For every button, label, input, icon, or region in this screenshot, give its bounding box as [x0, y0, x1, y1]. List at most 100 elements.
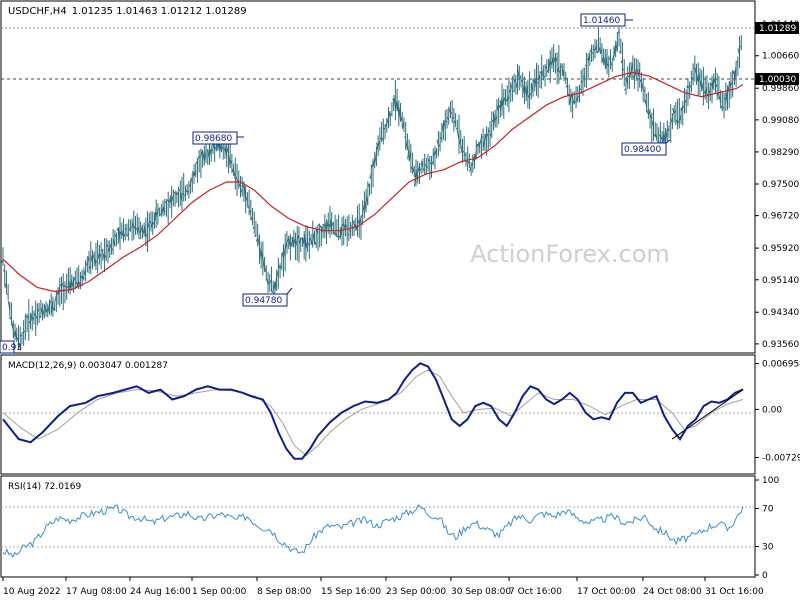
price-bar-tick [464, 153, 467, 157]
price-bar-tick [560, 65, 563, 68]
price-bar-tick [503, 96, 506, 102]
price-bar-tick [211, 149, 214, 152]
x-tick-label: 17 Aug 08:00 [66, 587, 127, 597]
price-bar-tick [445, 120, 448, 123]
price-bar-tick [384, 122, 388, 128]
price-bar-tick [241, 184, 245, 189]
price-bar-tick [494, 116, 498, 121]
svg-text:0.93: 0.93 [2, 343, 22, 353]
rsi-title: RSI(14) 72.0169 [8, 482, 81, 492]
price-bar-tick [44, 305, 47, 314]
price-bar-tick [500, 96, 503, 110]
price-bar-tick [310, 239, 314, 246]
macd-y-axis: 0.006954 0.00 -0.007294 [755, 360, 800, 463]
price-bar-tick [462, 150, 465, 153]
price-bar-tick [187, 190, 190, 193]
price-bar-tick [192, 171, 195, 177]
price-bar-tick [395, 99, 398, 110]
price-bar-tick [365, 195, 369, 205]
price-bar-tick [324, 222, 328, 234]
price-bar-tick [390, 113, 393, 116]
price-bar-tick [537, 74, 541, 81]
price-bar-tick [377, 140, 381, 147]
price-bar-tick [723, 97, 727, 100]
price-bar-tick [663, 131, 667, 143]
price-bar-tick [331, 222, 334, 227]
macd-title: MACD(12,26,9) 0.003047 0.001287 [8, 361, 168, 371]
price-bar-tick [128, 228, 131, 232]
price-bar-tick [555, 57, 558, 63]
price-bar-tick [243, 184, 247, 200]
price-bar-tick [188, 184, 191, 187]
price-bar-tick [236, 179, 240, 182]
price-bar-tick [260, 250, 264, 261]
price-bar-tick [722, 106, 725, 109]
price-bar-tick [315, 229, 319, 234]
price-bar-tick [233, 170, 236, 180]
price-tick-label: 0.93560 [762, 340, 799, 350]
price-bar-tick [274, 275, 278, 291]
price-bar-tick [424, 164, 427, 167]
price-bar-tick [548, 58, 551, 72]
price-bar-tick [2, 269, 6, 273]
price-bar-tick [357, 219, 360, 224]
price-bar-tick [171, 196, 174, 202]
price-bar-tick [369, 173, 372, 179]
price-bar-tick [228, 155, 231, 168]
price-bar-tick [407, 146, 410, 160]
price-bar-tick [531, 83, 534, 94]
price-bar-tick [404, 136, 406, 138]
price-bar-tick [269, 279, 272, 283]
price-bar-tick [479, 137, 482, 145]
price-bar-tick [168, 199, 171, 203]
price-bar-tick [654, 133, 658, 141]
price-bar-tick [247, 205, 250, 209]
price-bar-tick [61, 282, 64, 287]
price-bar-tick [488, 130, 491, 133]
price-bar-tick [697, 71, 701, 82]
price-bar-tick [572, 99, 575, 104]
price-bar-tick [525, 84, 529, 98]
current-price-label: 1.01289 [759, 24, 796, 34]
price-tick-label: 1.00660 [762, 52, 799, 62]
price-bar-tick [255, 237, 259, 242]
price-bar-tick [71, 280, 75, 288]
price-bar-tick [636, 68, 639, 73]
price-bar-tick [297, 234, 300, 240]
price-bar-tick [149, 220, 152, 224]
price-bar-tick [26, 315, 30, 319]
price-tick-label: 0.94340 [762, 308, 799, 318]
price-bar-tick [291, 236, 295, 248]
price-bar-tick [522, 83, 525, 94]
macd-series [2, 362, 744, 460]
price-bar-tick [691, 77, 694, 80]
price-bar-tick [439, 136, 443, 140]
price-bar-tick [81, 275, 85, 280]
price-bar-tick [725, 91, 729, 105]
macd-tick-label: -0.007294 [762, 453, 800, 463]
annotation-0-98680: 0.98680 [192, 131, 244, 145]
price-bar-tick [465, 160, 468, 163]
svg-text:1.01460: 1.01460 [583, 16, 620, 26]
rsi-y-axis: 100 70 30 0 [755, 476, 779, 581]
price-bar-tick [209, 148, 212, 156]
price-bar-tick [737, 48, 741, 57]
price-bar-tick [711, 77, 715, 90]
price-bar-tick [254, 234, 257, 237]
price-bar-tick [718, 95, 722, 103]
price-bar-tick [371, 163, 374, 168]
price-bar-tick [314, 241, 317, 246]
price-bar-tick [245, 196, 248, 202]
price-bar-tick [703, 90, 706, 94]
price-bar-tick [333, 231, 336, 235]
price-bar-tick [452, 116, 455, 119]
price-bar-tick [577, 95, 580, 98]
price-bar-tick [505, 99, 508, 102]
price-tick-label: 0.95920 [762, 244, 799, 254]
price-bar-tick [106, 244, 109, 248]
price-bar-tick [121, 229, 124, 237]
level-price-label: 1.00030 [759, 75, 796, 85]
price-bar-tick [550, 60, 553, 66]
price-bar-tick [649, 114, 653, 120]
price-bar-tick [150, 222, 154, 228]
